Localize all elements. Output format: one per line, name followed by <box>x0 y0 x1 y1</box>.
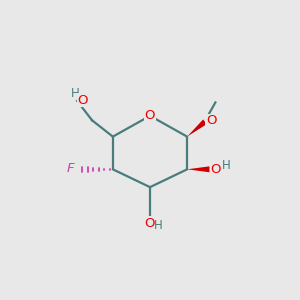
Text: O: O <box>206 114 216 128</box>
Polygon shape <box>187 166 209 172</box>
Text: H: H <box>154 219 163 232</box>
Text: O: O <box>144 217 154 230</box>
Text: O: O <box>210 163 221 176</box>
Text: F: F <box>66 162 74 175</box>
Text: H: H <box>70 87 79 100</box>
Text: H: H <box>222 159 231 172</box>
Text: O: O <box>77 94 88 107</box>
Text: O: O <box>145 109 155 122</box>
Polygon shape <box>187 119 207 136</box>
